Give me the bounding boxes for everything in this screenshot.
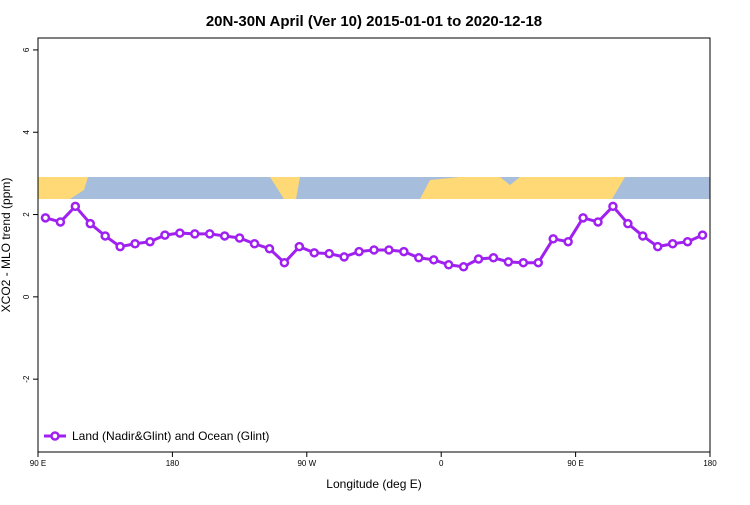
point [339, 252, 349, 262]
point [249, 239, 260, 249]
point [264, 243, 275, 254]
point [473, 254, 484, 264]
point [279, 257, 290, 268]
y-tick-label: 2 [22, 212, 31, 217]
point [234, 233, 245, 243]
point [219, 231, 230, 241]
point [309, 248, 320, 258]
y-tick-label: 0 [22, 294, 31, 299]
x-tick-label: 90 E [567, 459, 583, 468]
point [145, 236, 155, 247]
point [85, 218, 96, 229]
point [488, 253, 499, 263]
point [563, 236, 573, 247]
x-tick-label: 180 [166, 459, 180, 468]
y-tick-label: -2 [22, 375, 31, 383]
point [518, 257, 529, 268]
point [458, 262, 469, 272]
plot-frame [37, 37, 711, 453]
point [682, 236, 693, 247]
point [384, 245, 394, 255]
y-tick-label: 4 [22, 129, 31, 134]
point [40, 213, 51, 223]
point [399, 246, 409, 257]
x-tick-label: 90 E [30, 459, 46, 468]
point [578, 213, 588, 223]
point [667, 239, 678, 249]
point [593, 217, 603, 227]
point [548, 234, 558, 244]
point [204, 229, 215, 239]
x-tick-label: 180 [703, 459, 717, 468]
point [533, 257, 544, 268]
y-axis-label: XCO2 - MLO trend (ppm) [0, 178, 13, 313]
point [414, 253, 424, 263]
x-axis-label: Longitude (deg E) [326, 477, 421, 491]
point [115, 241, 125, 252]
x-tick-label: 90 W [297, 459, 316, 468]
point [652, 241, 663, 252]
point [428, 255, 439, 265]
point [354, 246, 364, 257]
point [324, 248, 334, 259]
point [130, 239, 140, 249]
x-tick-label: 0 [439, 459, 444, 468]
point [294, 241, 305, 252]
series-line [45, 204, 704, 269]
point [369, 245, 379, 255]
chart-title: 20N-30N April (Ver 10) 2015-01-01 to 202… [206, 13, 542, 30]
point [70, 201, 81, 212]
y-tick-label: 6 [22, 47, 31, 52]
point [190, 229, 200, 239]
point [443, 260, 454, 270]
point [160, 230, 170, 240]
point [100, 231, 110, 241]
legend-marker [50, 431, 60, 441]
point [623, 218, 633, 229]
point [55, 217, 66, 227]
point [697, 230, 708, 240]
point [175, 228, 185, 238]
point [503, 257, 514, 267]
legend-label: Land (Nadir&Glint) and Ocean (Glint) [72, 429, 269, 443]
map-strip [38, 177, 710, 199]
point [638, 231, 648, 241]
point [608, 201, 618, 212]
